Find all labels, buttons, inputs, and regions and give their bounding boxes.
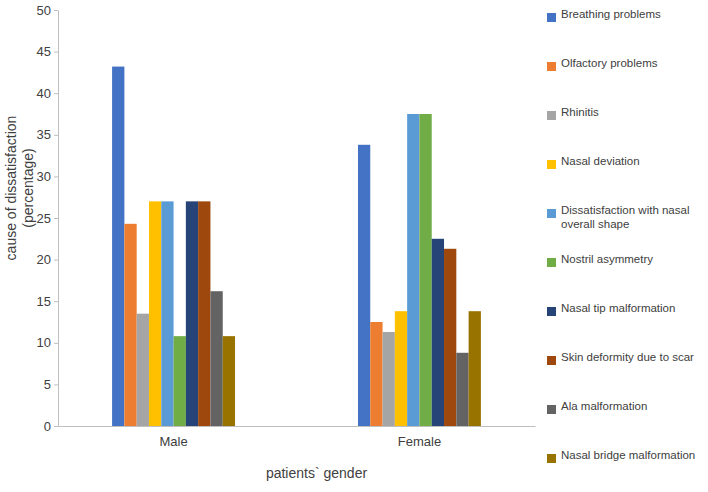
bar [174, 336, 186, 426]
legend-label: Nasal bridge malformation [561, 449, 695, 461]
y-axis: 0 5 10 15 20 25 30 35 40 45 50 [37, 3, 59, 434]
legend: Breathing problems Olfactory problems Rhin… [547, 8, 695, 463]
legend-swatch [547, 62, 556, 71]
legend-swatch [547, 209, 556, 218]
bar [223, 336, 235, 426]
tick-label: 5 [44, 377, 51, 392]
plot: 0 5 10 15 20 25 30 35 40 45 50 Male Female [37, 3, 536, 449]
bar [210, 291, 222, 426]
bar [161, 201, 173, 426]
tick-label: 0 [44, 419, 51, 434]
tick-label: 45 [37, 44, 51, 59]
tick: 50 [37, 3, 58, 18]
tick-mark [54, 52, 58, 53]
x-axis: Male Female [59, 426, 536, 449]
bar [444, 249, 456, 426]
tick-label: 35 [37, 127, 51, 142]
tick-label: Male [159, 434, 187, 449]
legend-swatch [547, 13, 556, 22]
legend-label: Skin deformity due to scar [561, 351, 694, 363]
bar [432, 239, 444, 426]
bar [456, 353, 468, 426]
tick-label: 20 [37, 252, 51, 267]
tick: 30 [37, 169, 58, 184]
x-axis-title: patients` gender [266, 465, 368, 481]
y-axis-title: cause of dissatisfaction [3, 116, 19, 261]
tick-label: 15 [37, 294, 51, 309]
chart: 0 5 10 15 20 25 30 35 40 45 50 Male Female patients` … [0, 0, 708, 492]
bars [112, 67, 481, 426]
tick: 35 [37, 127, 58, 142]
legend-swatch [547, 454, 556, 463]
tick: 45 [37, 44, 58, 59]
bar [469, 311, 481, 426]
y-axis-line [58, 11, 59, 427]
tick: Female [398, 426, 441, 449]
legend-swatch [547, 258, 556, 267]
tick-mark [54, 426, 58, 427]
tick-label: 25 [37, 211, 51, 226]
legend-label: Dissatisfaction with nasaloverall shape [561, 204, 689, 230]
tick-label: Female [398, 434, 441, 449]
tick-label: 40 [37, 86, 51, 101]
legend-label: Nasal deviation [561, 155, 640, 167]
y-axis-title: (percentage) [20, 148, 36, 227]
legend-label: Nasal tip malformation [561, 302, 675, 314]
tick: 25 [37, 211, 58, 226]
legend-swatch [547, 356, 556, 365]
legend-swatch [547, 307, 556, 316]
legend-swatch [547, 405, 556, 414]
legend-label: Ala malformation [561, 400, 647, 412]
bar [112, 67, 124, 426]
legend-swatch [547, 111, 556, 120]
tick: Male [159, 426, 187, 449]
bar [358, 145, 370, 426]
tick: 0 [44, 419, 58, 434]
tick-label: 50 [37, 3, 51, 18]
bar [198, 201, 210, 426]
tick: 10 [37, 335, 58, 350]
bar [124, 224, 136, 426]
tick-mark [54, 10, 58, 11]
bar [419, 114, 431, 426]
bar [407, 114, 419, 426]
legend-label: Breathing problems [561, 8, 661, 20]
tick-label: 30 [37, 169, 51, 184]
legend-label: Olfactory problems [561, 57, 658, 69]
x-axis-line [59, 426, 536, 427]
tick-mark [54, 260, 58, 261]
tick-mark [54, 384, 58, 385]
tick-mark [54, 93, 58, 94]
legend-label: Nostril asymmetry [561, 253, 653, 265]
tick-mark [54, 301, 58, 302]
bar [149, 201, 161, 426]
bar [370, 322, 382, 426]
bar [186, 201, 198, 426]
tick-mark [54, 343, 58, 344]
bar [137, 314, 149, 426]
legend-swatch [547, 160, 556, 169]
bar [395, 311, 407, 426]
tick-label: 10 [37, 335, 51, 350]
tick: 5 [44, 377, 58, 392]
bar [383, 332, 395, 426]
tick-mark [54, 176, 58, 177]
tick: 40 [37, 86, 58, 101]
tick: 20 [37, 252, 58, 267]
legend-label: Rhinitis [561, 106, 599, 118]
tick-mark [54, 218, 58, 219]
tick-mark [54, 135, 58, 136]
tick: 15 [37, 294, 58, 309]
